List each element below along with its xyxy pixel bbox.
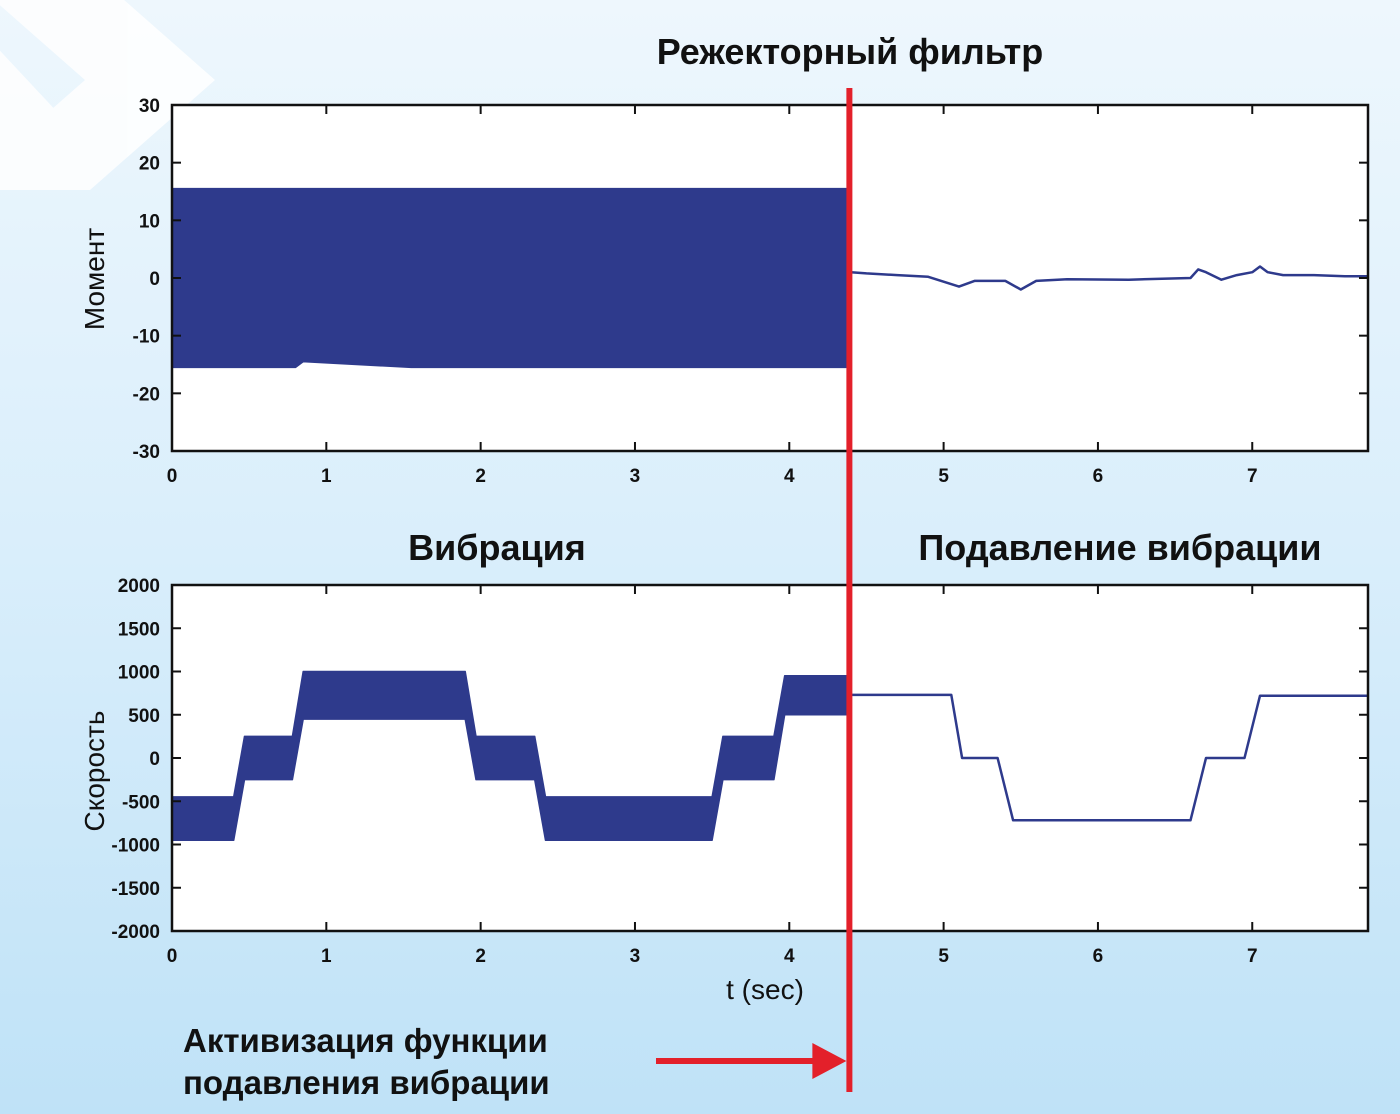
- y-tick-label: 1500: [118, 619, 160, 640]
- chart-torque: Режекторный фильтр 0 1 2 3 4 5 6 7 30 20 10 0 -10 -20…: [79, 31, 1370, 487]
- x-tick-label: 0: [167, 466, 178, 487]
- x-tick-label: 7: [1247, 466, 1258, 487]
- annotation-line-1: Активизация функции: [183, 1022, 548, 1059]
- arrow-right-icon: [812, 1043, 847, 1079]
- y-tick-label: -10: [133, 327, 160, 348]
- chart-speed: Вибрация Подавление вибрации 0 1 2 3 4 5 6 7 200…: [79, 527, 1370, 1005]
- y-tick-label: 1000: [118, 663, 160, 684]
- x-tick-label: 5: [938, 946, 949, 967]
- y-tick-label: 2000: [118, 576, 160, 597]
- y-tick-label: 500: [128, 706, 160, 727]
- y-tick-label: -20: [133, 384, 160, 405]
- activation-annotation: Активизация функции подавления вибрации: [183, 1022, 550, 1101]
- x-tick-label: 2: [475, 466, 486, 487]
- y-tick-label: 0: [149, 749, 160, 770]
- chart-title: Режекторный фильтр: [657, 31, 1044, 72]
- y-tick-label: 30: [139, 96, 160, 117]
- plot-area: 0 1 2 3 4 5 6 7 2000 1500 1000 500 0 -500 -1000 -1500 -2…: [111, 576, 1370, 967]
- chart-title-right: Подавление вибрации: [918, 527, 1321, 568]
- y-axis-label: Скорость: [79, 711, 110, 832]
- x-tick-label: 3: [630, 466, 641, 487]
- y-axis-label: Момент: [79, 228, 110, 330]
- x-tick-label: 6: [1093, 466, 1104, 487]
- y-tick-label: 10: [139, 211, 160, 232]
- x-tick-label: 1: [321, 466, 332, 487]
- y-tick-label: 0: [149, 269, 160, 290]
- y-tick-label: -500: [122, 792, 160, 813]
- y-tick-label: -1000: [111, 836, 160, 857]
- x-tick-label: 6: [1093, 946, 1104, 967]
- y-tick-label: -30: [133, 442, 160, 463]
- x-axis-label: t (sec): [726, 974, 804, 1005]
- y-tick-label: -1500: [111, 879, 160, 900]
- x-tick-label: 4: [784, 466, 795, 487]
- y-tick-label: 20: [139, 154, 160, 175]
- annotation-line-2: подавления вибрации: [183, 1064, 550, 1101]
- x-tick-label: 2: [475, 946, 486, 967]
- chart-title-left: Вибрация: [408, 527, 586, 568]
- plot-area: 0 1 2 3 4 5 6 7 30 20 10 0 -10 -20 -30: [133, 96, 1370, 487]
- activation-marker: [656, 88, 853, 1092]
- x-tick-label: 0: [167, 946, 178, 967]
- series-band-0: [171, 187, 848, 369]
- watermark-chevron-icon: [0, 0, 215, 190]
- series-line-1: [846, 693, 1368, 822]
- x-tick-label: 3: [630, 946, 641, 967]
- x-tick-label: 4: [784, 946, 795, 967]
- x-tick-label: 5: [938, 466, 949, 487]
- y-tick-label: -2000: [111, 922, 160, 943]
- x-tick-label: 7: [1247, 946, 1258, 967]
- series-line-1: [845, 265, 1368, 296]
- x-tick-label: 1: [321, 946, 332, 967]
